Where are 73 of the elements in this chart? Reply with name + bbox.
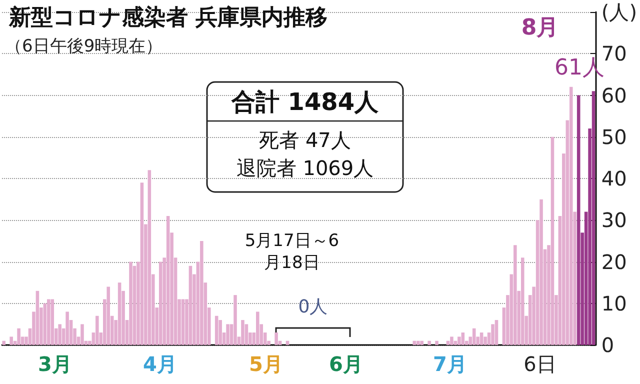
bar — [36, 290, 40, 345]
y-tick-label: 10 — [601, 291, 627, 316]
bar — [520, 258, 524, 345]
bar — [166, 216, 170, 345]
bar — [461, 332, 465, 345]
bar — [484, 336, 487, 345]
bar — [58, 324, 62, 345]
annotation: 退院者 1069人 — [236, 156, 374, 180]
y-tick-label: 0 — [601, 333, 614, 357]
text: 6月 — [329, 352, 363, 376]
bar — [450, 336, 454, 345]
bar — [234, 295, 237, 345]
annotation: 死者 47人 — [259, 128, 351, 152]
bar — [244, 324, 248, 345]
bar — [158, 262, 162, 345]
bar — [148, 170, 152, 345]
bar — [43, 303, 47, 345]
chart-title: 新型コロナ感染者 兵庫県内推移 — [8, 4, 328, 30]
bar — [106, 286, 110, 345]
bar — [226, 324, 230, 345]
bar — [550, 136, 554, 345]
bar — [66, 312, 69, 345]
bar — [17, 328, 20, 345]
y-tick-label: 60 — [601, 83, 627, 108]
bar — [494, 320, 498, 345]
text: 6日 — [524, 352, 556, 376]
bar — [96, 316, 99, 345]
bar — [218, 320, 222, 345]
bar — [592, 91, 596, 345]
y-tick-label: (人) — [601, 0, 638, 24]
y-tick-label: 50 — [601, 124, 627, 149]
bar — [118, 282, 122, 345]
text: 5月 — [249, 352, 283, 376]
annotation: 5月17日～6月18日 — [244, 231, 340, 273]
bar — [420, 340, 424, 345]
bar — [514, 245, 517, 345]
annotation: 8月 — [521, 16, 559, 40]
bar — [80, 324, 84, 345]
annotation: 合計 1484人 — [230, 88, 380, 116]
y-tick-label: 40 — [601, 166, 627, 190]
bar — [428, 340, 431, 345]
bar — [47, 299, 50, 345]
text: 4月 — [143, 352, 177, 376]
bar — [256, 312, 260, 345]
bar — [132, 266, 136, 345]
bar — [241, 320, 244, 345]
bar — [412, 340, 416, 345]
bar — [480, 332, 484, 345]
bar — [10, 336, 13, 345]
bar — [200, 240, 204, 345]
bar — [274, 332, 278, 345]
bar — [491, 324, 494, 345]
y-tick-label: 70 — [601, 42, 627, 66]
bar — [416, 340, 420, 345]
bar — [540, 199, 543, 345]
bar — [181, 299, 185, 345]
bar — [140, 182, 144, 345]
bar — [576, 95, 580, 345]
bar — [435, 340, 438, 345]
bar — [50, 299, 54, 345]
y-tick-label: 30 — [601, 208, 627, 232]
y-tick-label: 20 — [601, 250, 627, 274]
bar — [458, 336, 461, 345]
text: 3月 — [38, 352, 72, 376]
bar — [569, 86, 573, 345]
bar — [472, 328, 476, 345]
bar — [129, 262, 132, 345]
annotation: 0人 — [298, 296, 328, 318]
bar — [2, 340, 6, 345]
bar — [188, 266, 192, 345]
bar — [214, 316, 218, 345]
text: 7月 — [433, 352, 467, 376]
text: （6日午後9時現在） — [5, 36, 163, 56]
